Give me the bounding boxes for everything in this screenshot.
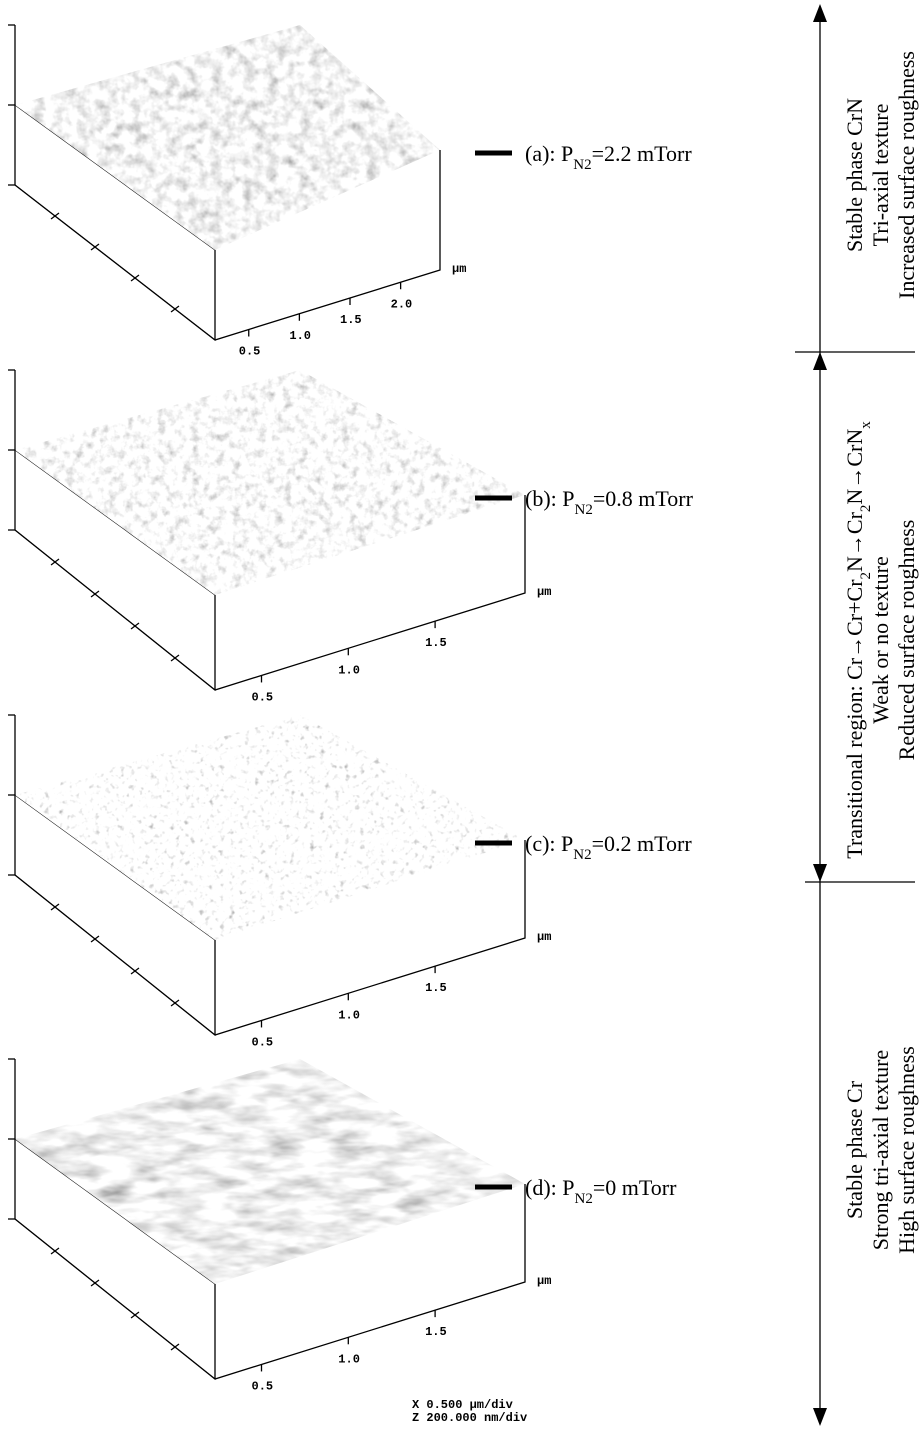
text-part: (c): P [525,831,573,856]
text-part: Stable phase CrN [842,98,867,252]
x-tick-label: 1.0 [338,663,360,677]
text-part: Reduced surface roughness [894,520,919,761]
text-part: =0.2 mTorr [592,831,693,856]
x-tick-label: 1.5 [425,1325,447,1339]
text-part: =0 mTorr [593,1175,677,1200]
text-part: =2.2 mTorr [592,141,693,166]
scale-text: Z 200.000 nm/div [412,1411,527,1425]
text-part: (d): P [525,1175,575,1200]
text-part: N→CrN [842,429,867,505]
annotation-line: Tri-axial texture [868,104,893,247]
subscript: N2 [575,1191,593,1207]
x-tick-label: 2.0 [391,297,413,311]
x-tick-label: 1.0 [338,1352,360,1366]
annotation-line: Weak or no texture [868,556,893,723]
x-tick-label: 1.5 [340,313,362,327]
x-tick-label: 0.5 [239,345,261,359]
text-part: High surface roughness [894,1046,919,1254]
text-part: Transitional region: Cr→Cr+Cr [842,579,867,859]
subscript: x [858,421,874,429]
axis-unit: μm [452,262,466,276]
panel-label: (a): PN2=2.2 mTorr [525,141,692,173]
subscript: N2 [575,502,593,518]
panel-label: (d): PN2=0 mTorr [525,1175,677,1207]
text-part: =0.8 mTorr [593,486,694,511]
afm-panel: 0.5 1.0 1.5 μm (d): PN2=0 mTorr [8,1059,677,1393]
x-tick-label: 1.0 [338,1008,360,1022]
text-part: (a): P [525,141,573,166]
x-tick-label: 1.5 [425,636,447,650]
annotation-line: Increased surface roughness [894,51,919,299]
axis-unit: μm [537,1274,551,1288]
text-part: Strong tri-axial texture [868,1050,893,1250]
scale-text: X 0.500 μm/div [412,1398,513,1412]
axis-unit: μm [537,930,551,944]
annotation-line: Stable phase Cr [842,1080,867,1219]
panel-label: (c): PN2=0.2 mTorr [525,831,692,863]
panel-label: (b): PN2=0.8 mTorr [525,486,694,518]
afm-panel: 0.5 1.0 1.5 μm (b): PN2=0.8 mTorr [8,370,694,704]
text-part: Increased surface roughness [894,51,919,299]
x-tick-label: 1.5 [425,981,447,995]
figure: 0.51.01.52.0μm(a): PN2=2.2 mTorr0.51.01.… [0,0,923,1430]
subscript: 2 [858,505,874,513]
afm-panel: 0.5 1.0 1.5 2.0 μm (a): PN2=2.2 mTorr [8,25,692,359]
x-tick-label: 0.5 [252,1379,274,1393]
annotation-line: Strong tri-axial texture [868,1050,893,1250]
subscript: N2 [573,847,591,863]
x-tick-label: 0.5 [252,1035,274,1049]
annotation-line: Stable phase CrN [842,98,867,252]
x-tick-label: 0.5 [252,690,274,704]
axis-unit: μm [537,585,551,599]
annotation-line: Reduced surface roughness [894,520,919,761]
text-part: (b): P [525,486,575,511]
subscript: N2 [573,157,591,173]
annotation-line: High surface roughness [894,1046,919,1254]
text-part: Tri-axial texture [868,104,893,247]
x-tick-label: 1.0 [289,329,311,343]
text-part: N→Cr [842,511,867,572]
afm-panel: 0.5 1.0 1.5 μm (c): PN2=0.2 mTorr [8,715,692,1049]
text-part: Stable phase Cr [842,1080,867,1219]
text-part: Weak or no texture [868,556,893,723]
